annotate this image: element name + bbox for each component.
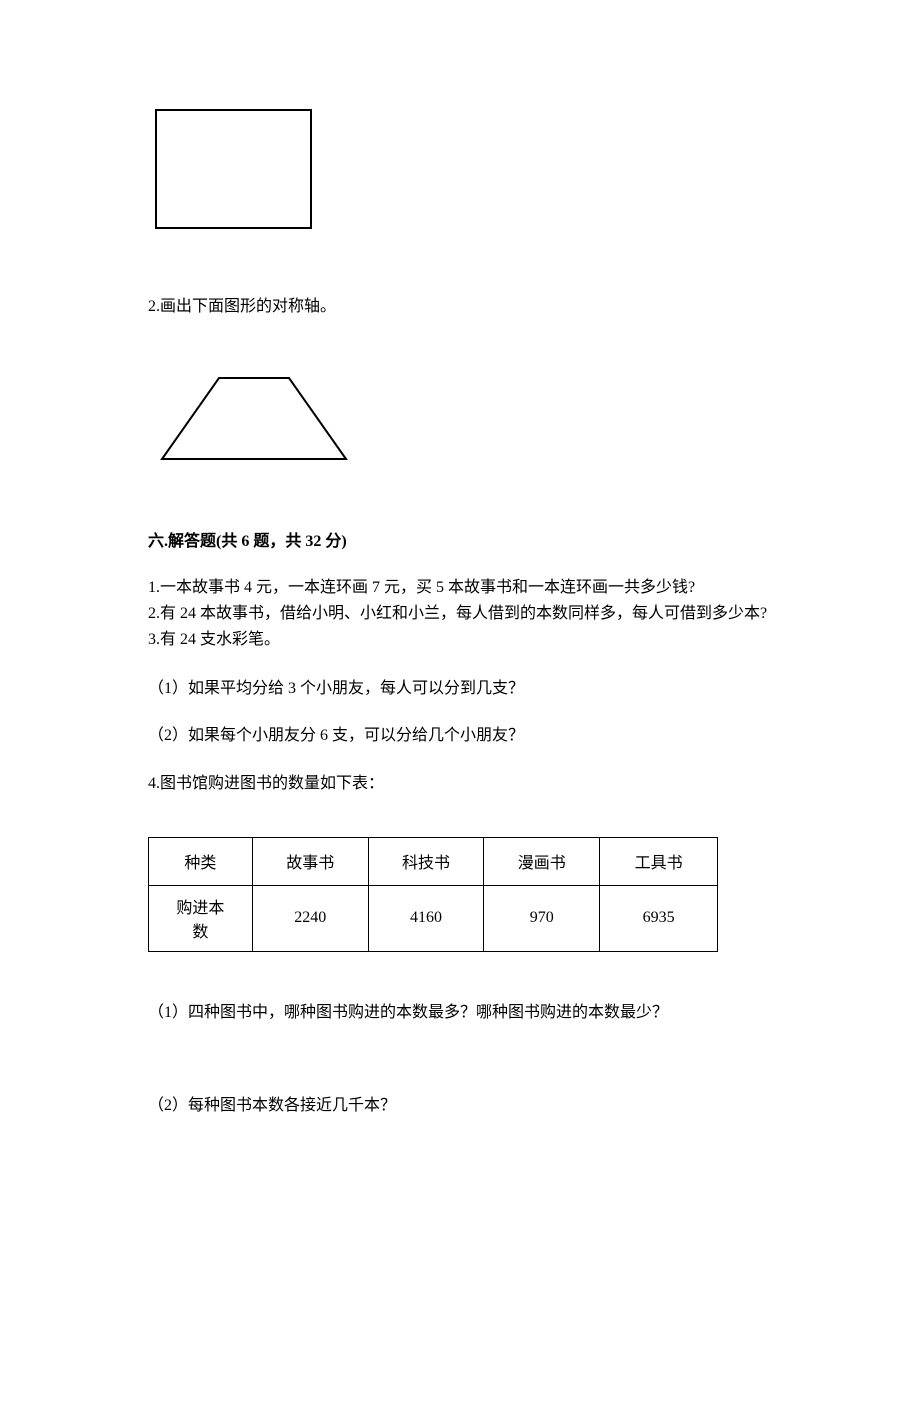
table-cell: 6935 [600, 885, 718, 951]
problem-block: 1.一本故事书 4 元，一本连环画 7 元，买 5 本故事书和一本连环画一共多少… [148, 575, 772, 654]
rectangle-svg [154, 108, 314, 231]
table-header-cell: 种类 [149, 837, 253, 885]
table-cell: 970 [484, 885, 600, 951]
book-table: 种类 故事书 科技书 漫画书 工具书 购进本数 2240 4160 970 69… [148, 837, 718, 952]
trapezoid-figure [154, 374, 772, 469]
problem-3-sub-1: （1）如果平均分给 3 个小朋友，每人可以分到几支？ [148, 676, 772, 702]
problem-2: 2.有 24 本故事书，借给小明、小红和小兰，每人借到的本数同样多，每人可借到多… [148, 601, 772, 627]
trapezoid-svg [154, 374, 354, 464]
question-2-text: 2.画出下面图形的对称轴。 [148, 294, 772, 320]
problem-4-sub-1: （1）四种图书中，哪种图书购进的本数最多？哪种图书购进的本数最少？ [148, 1000, 772, 1026]
problem-4-sub-2: （2）每种图书本数各接近几千本？ [148, 1093, 772, 1119]
section-6-header: 六.解答题(共 6 题，共 32 分) [148, 527, 772, 551]
problem-3: 3.有 24 支水彩笔。 [148, 627, 772, 653]
problem-1: 1.一本故事书 4 元，一本连环画 7 元，买 5 本故事书和一本连环画一共多少… [148, 575, 772, 601]
table-row: 种类 故事书 科技书 漫画书 工具书 [149, 837, 718, 885]
table-cell: 4160 [368, 885, 484, 951]
table-row-label: 购进本数 [149, 885, 253, 951]
problem-3-sub-2: （2）如果每个小朋友分 6 支，可以分给几个小朋友？ [148, 723, 772, 749]
table-header-cell: 科技书 [368, 837, 484, 885]
table-header-cell: 漫画书 [484, 837, 600, 885]
table-row: 购进本数 2240 4160 970 6935 [149, 885, 718, 951]
table-cell: 2240 [252, 885, 368, 951]
book-table-container: 种类 故事书 科技书 漫画书 工具书 购进本数 2240 4160 970 69… [148, 837, 772, 952]
table-header-cell: 工具书 [600, 837, 718, 885]
problem-4: 4.图书馆购进图书的数量如下表： [148, 771, 772, 797]
rectangle-figure [154, 108, 772, 236]
table-header-cell: 故事书 [252, 837, 368, 885]
